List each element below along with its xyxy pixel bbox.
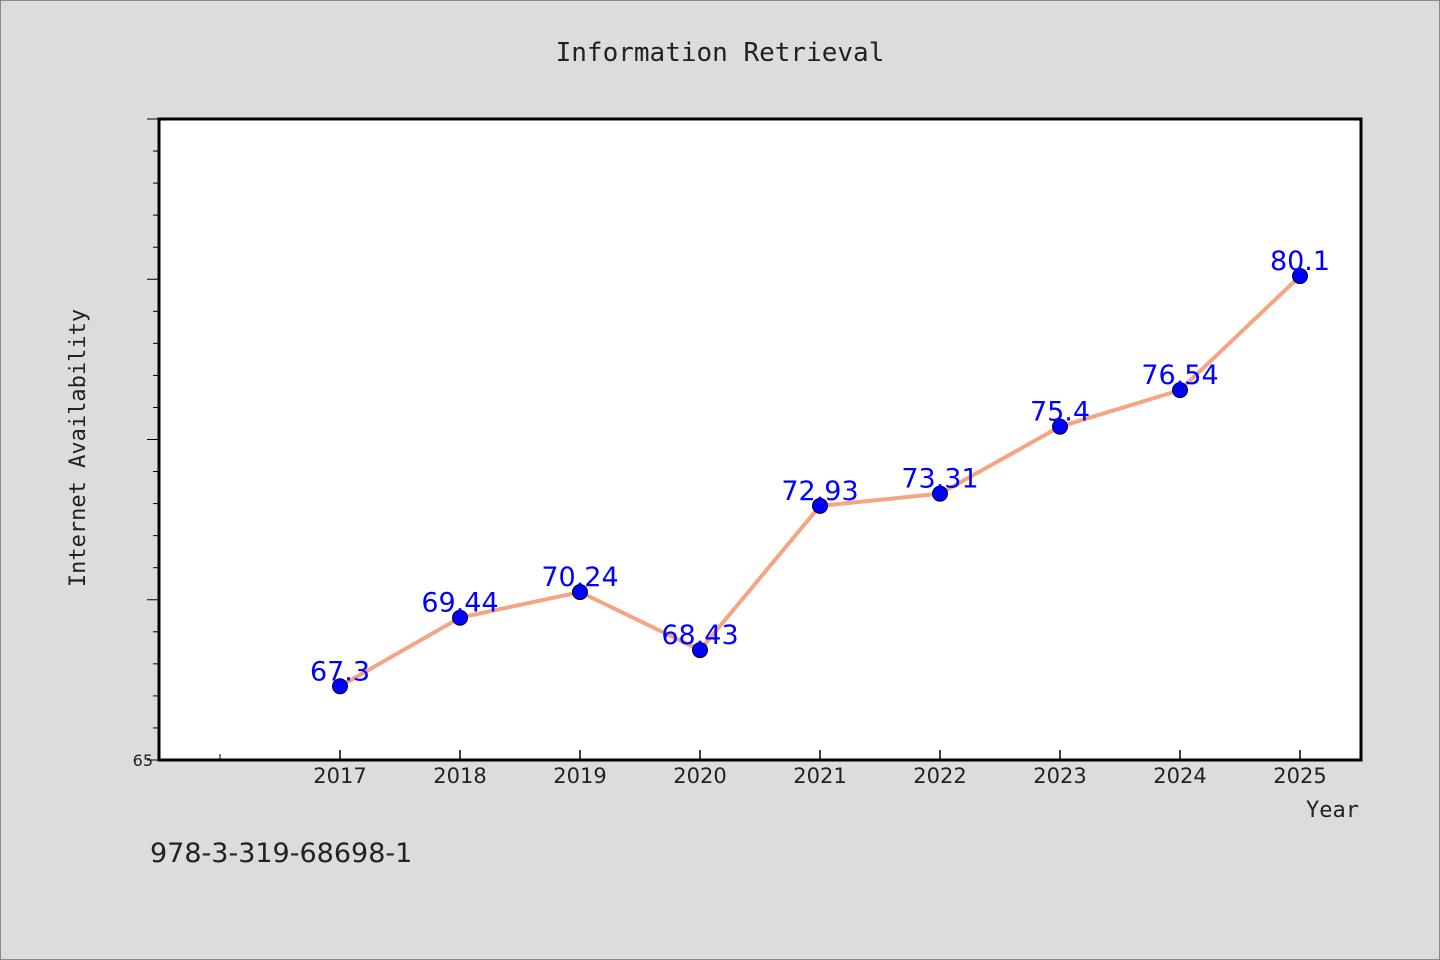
data-label: 69.44 <box>421 588 498 619</box>
chart-title: Information Retrieval <box>556 38 885 68</box>
isbn-text: 978-3-319-68698-1 <box>150 838 412 869</box>
x-tick-label: 2019 <box>553 764 606 788</box>
x-tick-label: 2024 <box>1153 764 1206 788</box>
data-label: 68.43 <box>661 620 738 651</box>
data-point <box>1172 382 1188 399</box>
x-axis-label: Year <box>1306 798 1359 823</box>
data-label: 67.3 <box>310 656 370 687</box>
x-tick-label: 2020 <box>673 764 726 788</box>
data-label: 73.31 <box>901 464 978 495</box>
data-point <box>932 485 948 502</box>
data-point <box>452 609 468 626</box>
x-tick-label: 2025 <box>1273 764 1326 788</box>
data-point <box>812 497 828 514</box>
y-tick-label: 65 <box>133 751 153 770</box>
x-tick-label: 2021 <box>793 764 846 788</box>
data-point <box>572 584 588 601</box>
data-label: 70.24 <box>541 562 618 593</box>
data-label: 75.4 <box>1030 397 1090 428</box>
data-point <box>332 678 348 695</box>
data-point <box>1292 268 1308 285</box>
data-point <box>1052 418 1068 435</box>
x-axis-ticks: 2017 2018 2019 2020 2021 2022 2023 2024 2025 <box>219 750 1327 788</box>
data-point <box>692 642 708 659</box>
x-tick-label: 2023 <box>1033 764 1086 788</box>
series-group: 67.3 69.44 70.24 68.43 72.93 73.31 75.4 76.54 80… <box>310 246 1330 695</box>
x-tick-label: 2022 <box>913 764 966 788</box>
plot-area <box>157 117 1363 762</box>
y-axis-label: Internet Availability <box>66 309 91 587</box>
data-label: 72.93 <box>781 476 858 507</box>
y-axis-ticks: 65 <box>133 118 159 770</box>
x-tick-label: 2018 <box>433 764 486 788</box>
data-label: 80.1 <box>1270 246 1330 277</box>
data-label: 76.54 <box>1141 360 1218 391</box>
x-tick-label: 2017 <box>313 764 366 788</box>
